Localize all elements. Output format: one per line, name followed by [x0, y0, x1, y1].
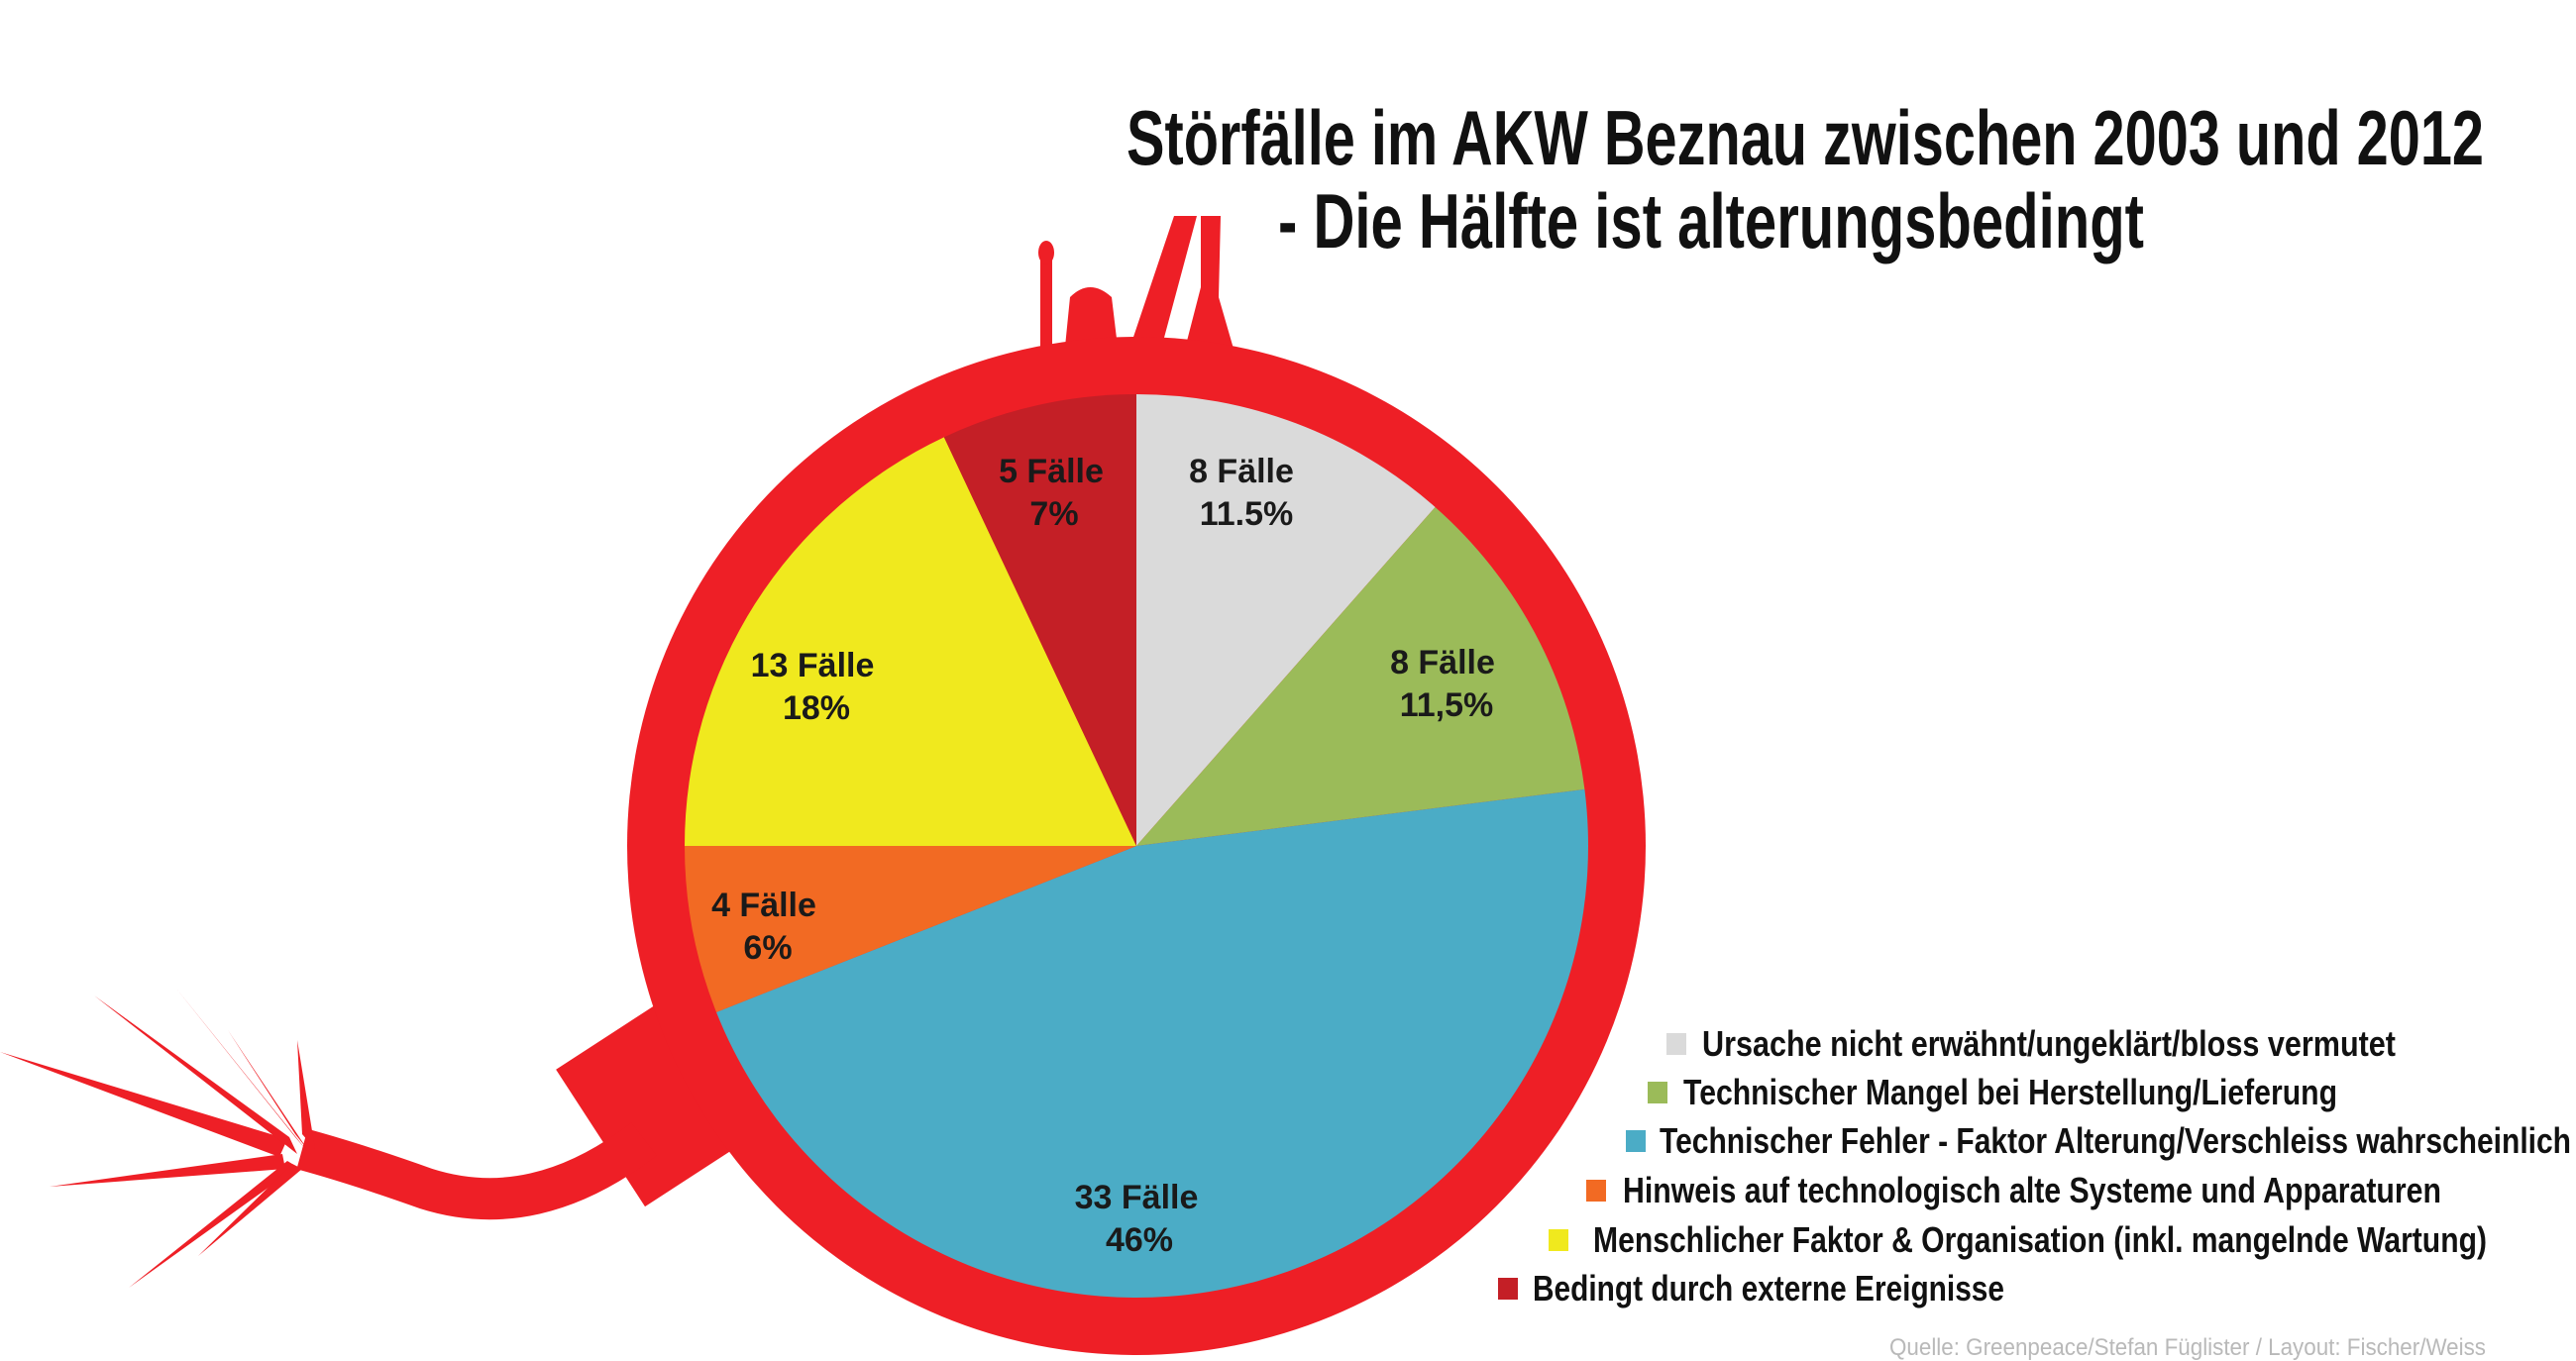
legend-item: Bedingt durch externe Ereignisse: [1498, 1268, 2004, 1309]
legend-swatch: [1586, 1180, 1606, 1202]
legend-label: Bedingt durch externe Ereignisse: [1533, 1268, 2004, 1309]
chart-subtitle: - Die Hälfte ist alterungsbedingt: [1278, 177, 2144, 264]
slice-label-percent: 11,5%: [1400, 686, 1494, 724]
fuse-icon: [296, 996, 758, 1220]
pie-slice: [1136, 394, 1436, 846]
legend-label: Menschlicher Faktor & Organisation (inkl…: [1593, 1219, 2487, 1260]
spark-icon: [0, 989, 315, 1288]
pie-slices: [685, 394, 1588, 1298]
slice-label-cases: 8 Fälle: [1189, 453, 1294, 490]
pie-slice: [943, 394, 1136, 846]
legend: Ursache nicht erwähnt/ungeklärt/bloss ve…: [1498, 1023, 2571, 1309]
slice-label-cases: 8 Fälle: [1390, 644, 1495, 681]
legend-swatch: [1549, 1229, 1568, 1251]
legend-item: Hinweis auf technologisch alte Systeme u…: [1586, 1170, 2441, 1210]
legend-swatch: [1648, 1082, 1667, 1103]
slice-label-cases: 4 Fälle: [711, 887, 816, 924]
source-note: Quelle: Greenpeace/Stefan Füglister / La…: [1889, 1334, 2486, 1361]
legend-swatch: [1498, 1278, 1518, 1300]
slice-label-percent: 18%: [783, 689, 850, 727]
slice-label-percent: 6%: [743, 929, 792, 967]
slice-label-percent: 11.5%: [1200, 495, 1294, 533]
slice-label-percent: 46%: [1106, 1221, 1173, 1259]
legend-label: Technischer Fehler - Faktor Alterung/Ver…: [1660, 1120, 2571, 1161]
legend-label: Ursache nicht erwähnt/ungeklärt/bloss ve…: [1702, 1023, 2396, 1064]
legend-item: Ursache nicht erwähnt/ungeklärt/bloss ve…: [1666, 1023, 2396, 1064]
slice-label-percent: 7%: [1029, 495, 1078, 533]
legend-label: Hinweis auf technologisch alte Systeme u…: [1623, 1170, 2441, 1210]
pie-slice: [1136, 506, 1585, 846]
legend-item: Technischer Fehler - Faktor Alterung/Ver…: [1626, 1120, 2571, 1161]
legend-item: Technischer Mangel bei Herstellung/Liefe…: [1648, 1072, 2337, 1112]
legend-item: Menschlicher Faktor & Organisation (inkl…: [1549, 1219, 2487, 1260]
slice-label-cases: 33 Fälle: [1075, 1179, 1199, 1216]
pie-slice: [685, 437, 1136, 846]
slice-label-cases: 13 Fälle: [751, 647, 875, 684]
slice-labels: 8 Fälle 11.5% 8 Fälle 11,5% 33 Fälle 46%…: [711, 453, 1495, 1259]
legend-swatch: [1626, 1130, 1646, 1152]
slice-label-cases: 5 Fälle: [999, 453, 1104, 490]
chart-title: Störfälle im AKW Beznau zwischen 2003 un…: [1127, 94, 2484, 181]
bomb-cap-icon: [1038, 216, 1234, 352]
pie-slice: [685, 846, 1136, 1012]
legend-label: Technischer Mangel bei Herstellung/Liefe…: [1683, 1072, 2337, 1112]
pie-slice: [716, 788, 1588, 1298]
legend-swatch: [1666, 1033, 1686, 1055]
